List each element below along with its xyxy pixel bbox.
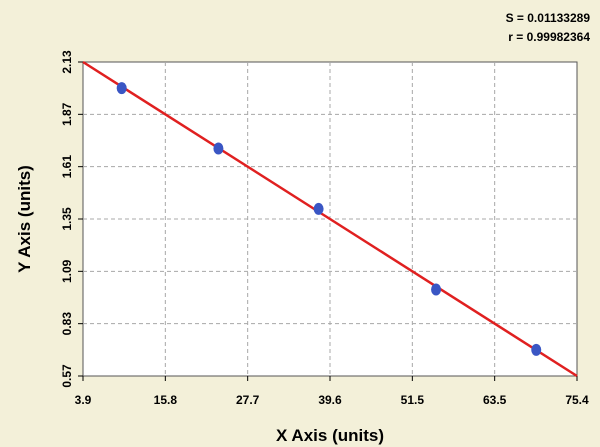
y-tick-label: 0.57 <box>60 364 74 388</box>
x-tick-label: 27.7 <box>236 393 260 407</box>
x-tick-label: 51.5 <box>401 393 425 407</box>
x-axis-title: X Axis (units) <box>276 426 384 445</box>
data-point <box>531 343 542 356</box>
x-tick-label: 39.6 <box>318 393 342 407</box>
x-tick-label: 3.9 <box>75 393 92 407</box>
x-tick-label: 15.8 <box>154 393 178 407</box>
data-point <box>313 202 324 215</box>
chart-series <box>82 60 578 378</box>
y-tick-labels: 0.57 0.83 1.09 1.35 1.61 1.87 2.13 <box>60 50 74 388</box>
y-tick-label: 1.87 <box>60 102 74 126</box>
data-point <box>431 283 442 296</box>
y-tick-label: 1.35 <box>60 207 74 231</box>
y-tick-label: 1.09 <box>60 259 74 283</box>
y-tick-label: 1.61 <box>60 155 74 179</box>
x-tick-label: 63.5 <box>483 393 507 407</box>
data-point <box>213 142 224 155</box>
x-tick-labels: 3.9 15.8 27.7 39.6 51.5 63.5 75.4 <box>75 393 589 407</box>
data-point <box>116 82 127 95</box>
y-tick-label: 2.13 <box>60 50 74 74</box>
x-tick-label: 75.4 <box>565 393 589 407</box>
r-statistic: r = 0.99982364 <box>508 30 590 44</box>
s-statistic: S = 0.01133289 <box>505 11 590 25</box>
y-axis-title: Y Axis (units) <box>15 165 34 273</box>
fit-line <box>82 60 578 378</box>
axis-ticks <box>78 61 578 381</box>
y-tick-label: 0.83 <box>60 312 74 336</box>
